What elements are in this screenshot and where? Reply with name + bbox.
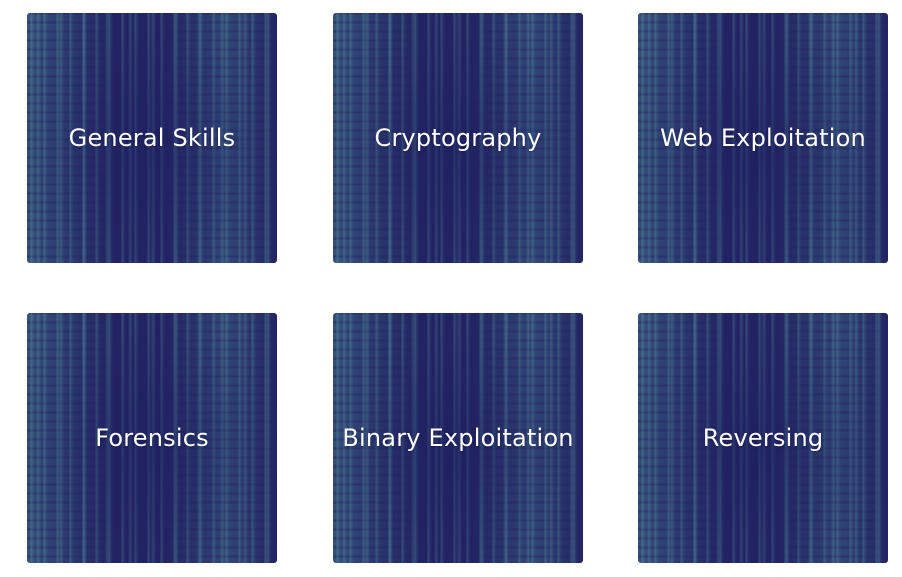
category-tile-web-exploitation[interactable]: Web Exploitation [638, 13, 888, 263]
category-tile-reversing[interactable]: Reversing [638, 313, 888, 563]
category-tile-general-skills[interactable]: General Skills [27, 13, 277, 263]
category-label: Binary Exploitation [342, 424, 574, 452]
category-tile-binary-exploitation[interactable]: Binary Exploitation [333, 313, 583, 563]
category-tile-forensics[interactable]: Forensics [27, 313, 277, 563]
category-label: Reversing [702, 424, 824, 452]
category-label: Forensics [95, 424, 209, 452]
category-tile-cryptography[interactable]: Cryptography [333, 13, 583, 263]
category-label: General Skills [68, 124, 236, 152]
category-label: Web Exploitation [660, 124, 866, 152]
category-label: Cryptography [374, 124, 542, 152]
